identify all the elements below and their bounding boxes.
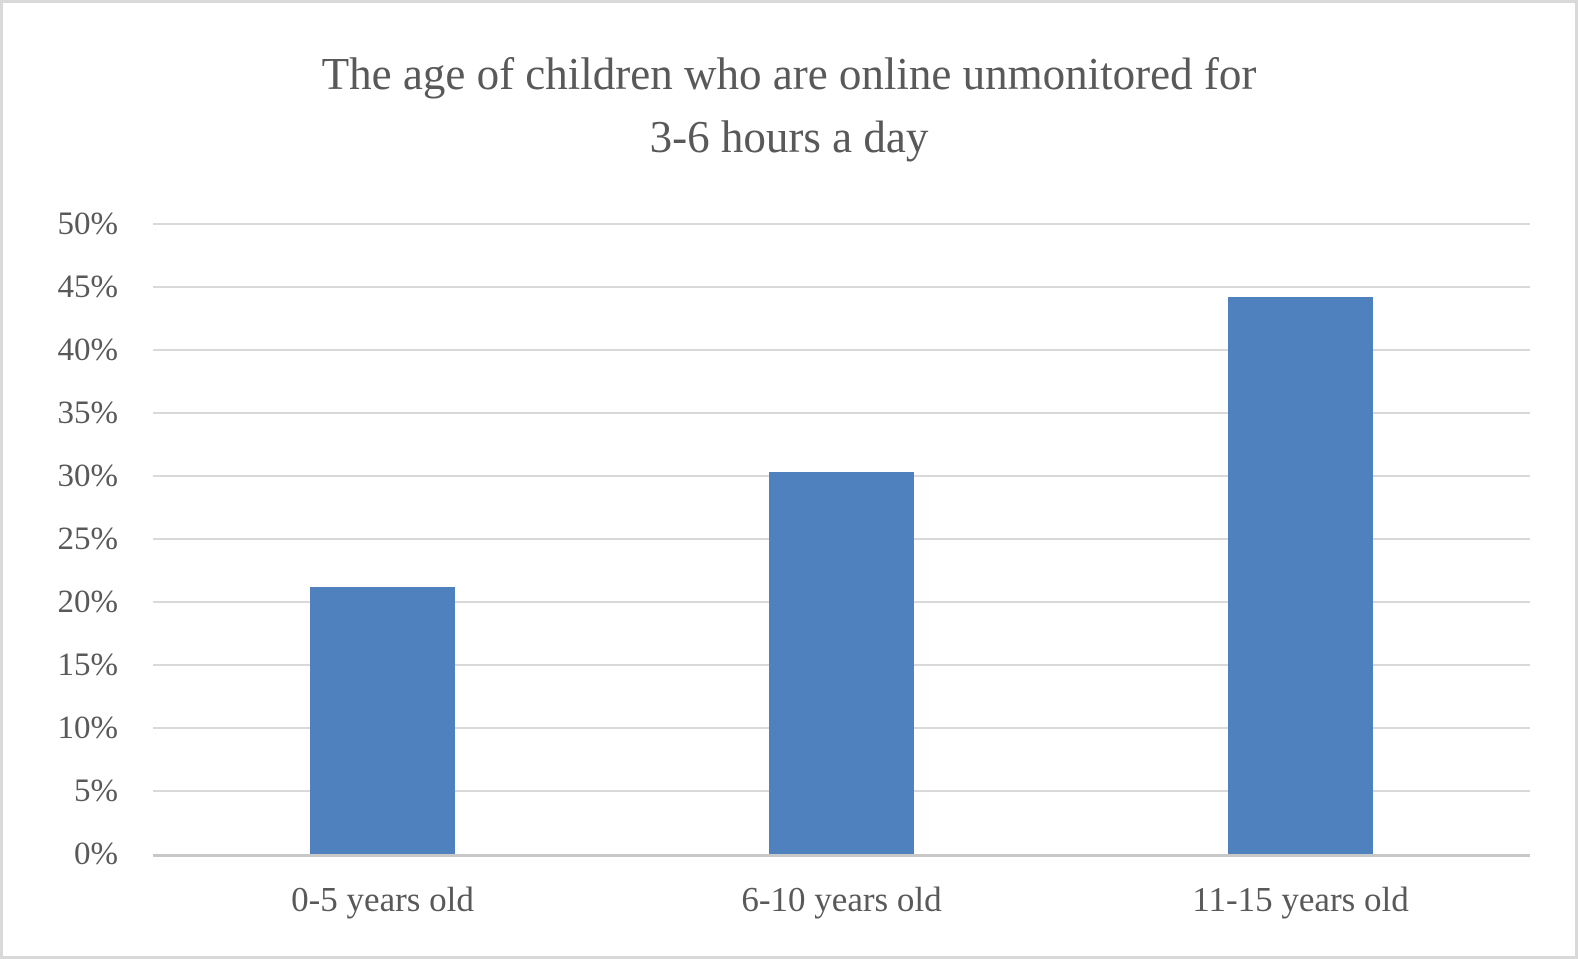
y-tick-label: 30%	[57, 458, 119, 494]
bar	[1228, 297, 1373, 854]
y-tick-label: 10%	[57, 710, 119, 746]
chart-title-line-2: 3-6 hours a day	[649, 112, 929, 162]
y-gridline	[153, 412, 1530, 414]
y-tick-label: 15%	[57, 647, 119, 683]
y-tick-label: 40%	[57, 332, 119, 368]
x-category-label: 11-15 years old	[1192, 880, 1409, 919]
y-tick-label: 35%	[57, 395, 119, 431]
plot-area: 0% 5% 10% 15% 20% 25% 30% 35% 40% 45% 50% 0-5 years…	[58, 206, 1530, 919]
chart-title: The age of children who are online unmon…	[3, 43, 1575, 169]
bar	[769, 472, 914, 854]
y-gridline	[153, 349, 1530, 351]
x-axis-line	[153, 854, 1530, 857]
x-category-label: 0-5 years old	[291, 880, 474, 919]
x-category-label: 6-10 years old	[741, 880, 942, 919]
y-tick-label: 25%	[57, 521, 119, 557]
y-tick-label: 50%	[57, 206, 119, 242]
bar	[309, 586, 455, 854]
y-gridline	[153, 286, 1530, 288]
chart-title-line-1: The age of children who are online unmon…	[321, 49, 1257, 99]
y-tick-label: 45%	[57, 269, 119, 305]
y-tick-label: 0%	[74, 836, 118, 872]
y-tick-label: 5%	[74, 773, 118, 809]
y-tick-label: 20%	[57, 584, 119, 620]
y-gridline	[153, 223, 1530, 225]
